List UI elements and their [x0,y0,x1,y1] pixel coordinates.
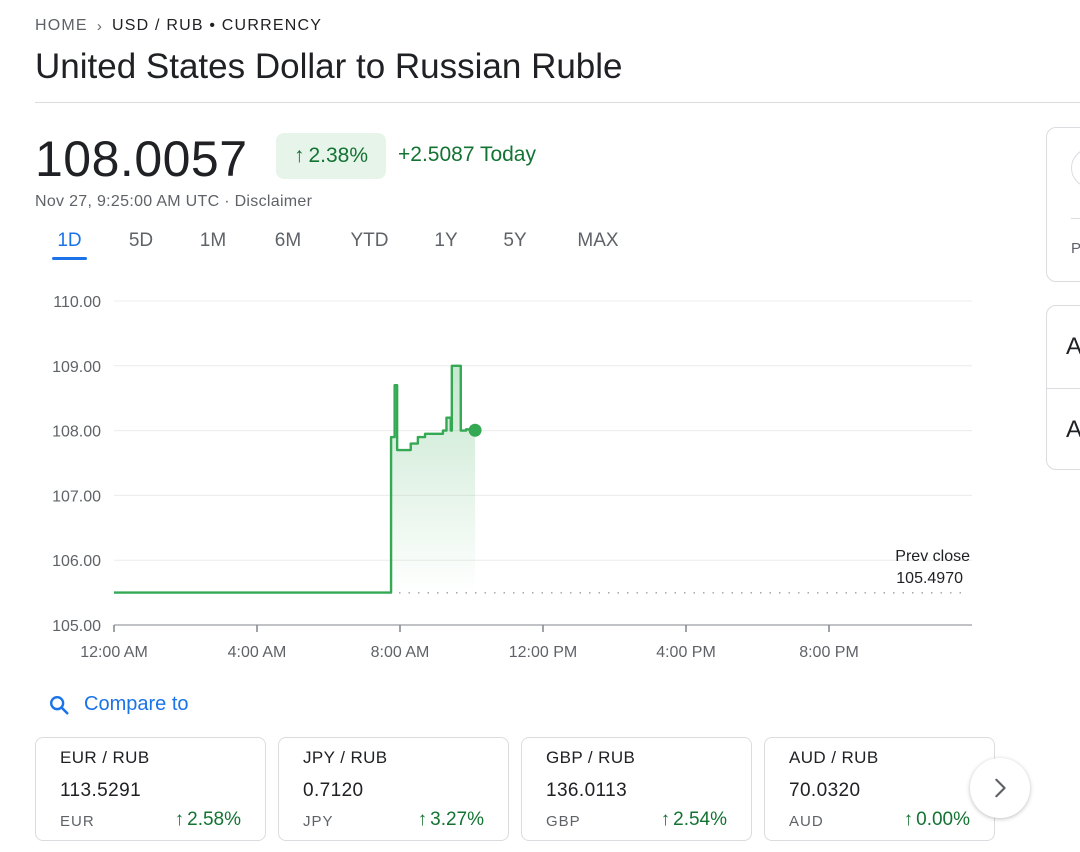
x-tick-label: 8:00 PM [799,644,859,661]
card-value: 113.5291 [60,780,142,801]
card-pair: JPY / RUB [303,748,388,767]
chevron-right-icon: › [96,17,104,35]
arrow-up-icon: ↑ [660,809,671,830]
tab-1d[interactable]: 1D [57,230,82,251]
price-line [114,364,477,594]
tab-1y[interactable]: 1Y [434,230,458,251]
card-pair: AUD / RUB [789,748,879,767]
y-tick-label: 106.00 [52,553,101,570]
card-currency: GBP [546,813,581,830]
card-pair: EUR / RUB [60,748,150,767]
compare-to-link[interactable]: Compare to [48,693,189,716]
breadcrumb-home-link[interactable]: HOME [35,17,88,34]
prev-close-value: 105.4970 [896,570,963,587]
card-value: 70.0320 [789,780,861,801]
active-tab-indicator [52,257,87,260]
card-currency: JPY [303,813,334,830]
card-value: 0.7120 [303,780,364,801]
compare-to-label: Compare to [84,693,189,715]
x-tick-label: 8:00 AM [371,644,430,661]
card-change-value: 3.27% [430,809,484,830]
card-change: ↑ 2.54% [661,809,727,831]
price-area-fill [389,365,476,593]
tab-ytd[interactable]: YTD [350,230,389,251]
card-pair: GBP / RUB [546,748,636,767]
tab-6m[interactable]: 6M [274,230,302,251]
y-tick-label: 109.00 [52,359,101,376]
side-panel-row[interactable]: A [1047,306,1080,388]
arrow-up-icon: ↑ [417,809,428,830]
related-card-gbp-rub[interactable]: GBP / RUB 136.0113 GBP ↑ 2.54% [521,737,752,841]
side-panel-row-label: A [1066,416,1080,443]
card-currency: EUR [60,813,95,830]
y-tick-label: 105.00 [52,618,101,635]
today-change: +2.5087 Today [398,143,536,166]
card-change-value: 2.54% [673,809,727,830]
card-value: 136.0113 [546,780,628,801]
next-cards-button[interactable] [970,758,1030,818]
side-panel-row[interactable]: A [1047,388,1080,470]
price-chart[interactable]: 110.00 109.00 108.00 107.00 106.00 105.00 12:0… [0,280,1000,680]
title-divider [35,102,1080,103]
card-change-value: 2.58% [187,809,241,830]
y-tick-label: 108.00 [52,424,101,441]
tab-max[interactable]: MAX [577,230,619,251]
y-tick-label: 107.00 [52,488,101,505]
quote-timestamp: Nov 27, 9:25:00 AM UTC · Disclaimer [35,193,313,210]
arrow-up-icon: ↑ [174,809,185,830]
breadcrumb: HOME › USD / RUB • CURRENCY [35,17,322,35]
x-tick-label: 12:00 AM [80,644,148,661]
percent-change-badge: ↑ 2.38% [276,133,386,179]
related-card-aud-rub[interactable]: AUD / RUB 70.0320 AUD ↑ 0.00% [764,737,995,841]
side-panel-text: P [1071,240,1080,257]
tab-1m[interactable]: 1M [199,230,227,251]
side-panel-list: A A [1046,305,1080,470]
related-card-jpy-rub[interactable]: JPY / RUB 0.7120 JPY ↑ 3.27% [278,737,509,841]
tab-5y[interactable]: 5Y [503,230,527,251]
arrow-up-icon: ↑ [293,144,305,167]
side-panel-row-label: A [1066,333,1080,360]
card-currency: AUD [789,813,824,830]
arrow-up-icon: ↑ [903,809,914,830]
side-panel-card: P [1046,127,1080,282]
current-price-dot [468,423,482,437]
card-change: ↑ 3.27% [418,809,484,831]
card-change: ↑ 0.00% [904,809,970,831]
chevron-right-icon [995,778,1006,798]
percent-change-value: 2.38% [308,144,369,167]
card-change: ↑ 2.58% [175,809,241,831]
prev-close-label: Prev close [895,548,970,565]
side-panel-icon[interactable] [1071,148,1080,188]
y-tick-label: 110.00 [53,294,101,311]
current-price: 108.0057 [35,131,248,187]
x-tick-label: 4:00 AM [228,644,287,661]
card-change-value: 0.00% [916,809,970,830]
x-tick-label: 4:00 PM [656,644,716,661]
page-title: United States Dollar to Russian Ruble [35,47,623,86]
side-panel-divider [1071,218,1080,219]
x-tick-label: 12:00 PM [509,644,577,661]
search-icon [50,695,69,715]
related-card-eur-rub[interactable]: EUR / RUB 113.5291 EUR ↑ 2.58% [35,737,266,841]
tab-5d[interactable]: 5D [128,230,154,251]
breadcrumb-current: USD / RUB • CURRENCY [112,17,323,34]
